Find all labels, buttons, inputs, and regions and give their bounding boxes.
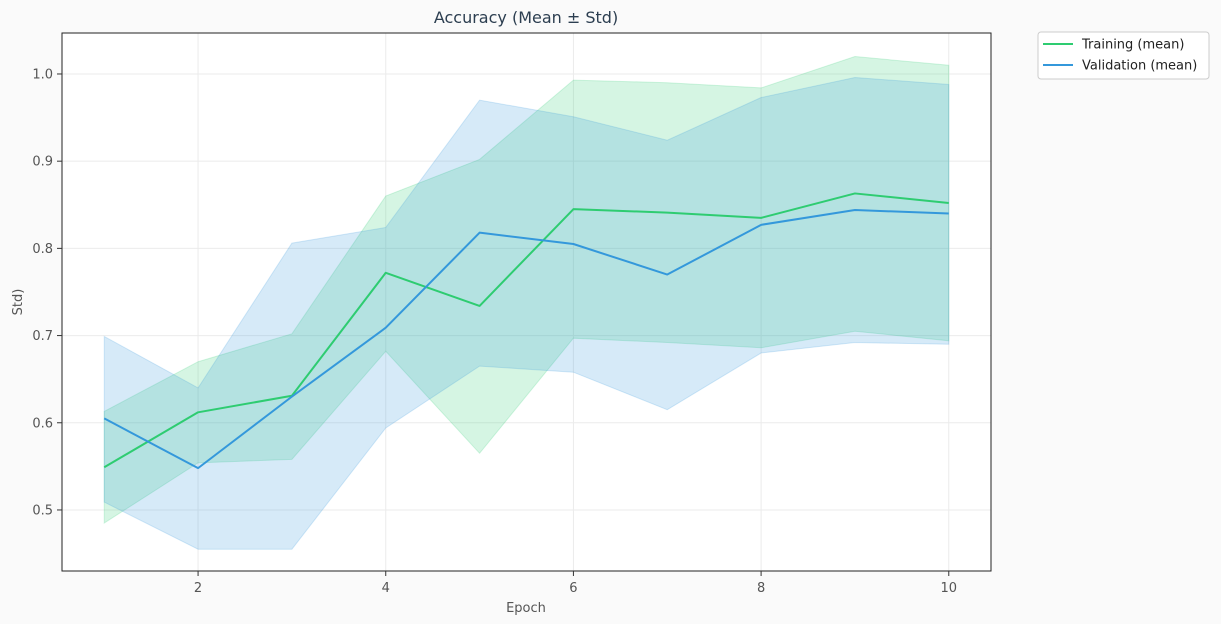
plot-frame xyxy=(61,32,992,572)
x-tick-label: 6 xyxy=(569,581,577,596)
y-tick-label: 0.7 xyxy=(32,329,53,344)
chart-title: Accuracy (Mean ± Std) xyxy=(434,8,618,27)
x-tick-label: 8 xyxy=(757,581,765,596)
legend-label-0: Training (mean) xyxy=(1081,38,1184,53)
x-tick-label: 4 xyxy=(382,581,390,596)
x-axis-label: Epoch xyxy=(506,601,546,616)
std-band-0 xyxy=(103,56,950,524)
legend-box xyxy=(1037,31,1210,80)
plot-area: 2 4 6 8 10 0.5 0.6 0.7 0.8 0.9 1.0 xyxy=(32,32,992,596)
y-tick-label: 0.8 xyxy=(32,242,53,257)
x-tick-label: 2 xyxy=(194,581,202,596)
y-axis-label: Std) xyxy=(11,289,26,316)
y-tick-label: 0.9 xyxy=(32,155,53,170)
plot-background xyxy=(62,33,991,571)
y-tick-label: 0.5 xyxy=(32,503,53,518)
std-band-1 xyxy=(103,76,950,550)
y-tick-label: 1.0 xyxy=(32,67,53,82)
legend-label-1: Validation (mean) xyxy=(1082,59,1197,74)
mean-line-0 xyxy=(103,192,949,469)
y-tick-label: 0.6 xyxy=(32,416,53,431)
x-tick-label: 10 xyxy=(940,581,957,596)
mean-line-1 xyxy=(103,209,949,470)
legend: Training (mean) Validation (mean) xyxy=(1037,31,1210,80)
